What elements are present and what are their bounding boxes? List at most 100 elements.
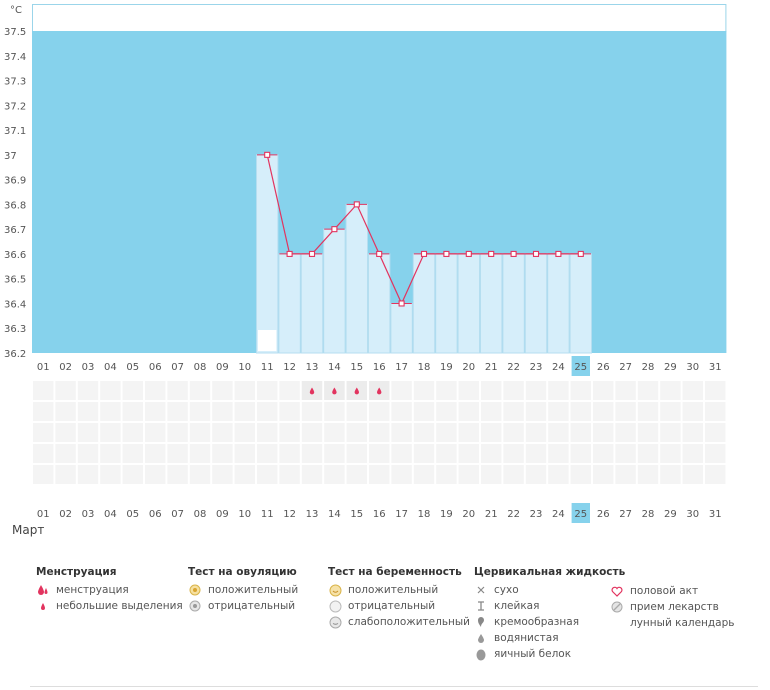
temperature-bar <box>502 253 525 354</box>
symptom-cell <box>705 423 726 442</box>
symptom-cell <box>33 465 54 484</box>
symptom-cell <box>257 423 278 442</box>
day-label: 01 <box>37 509 50 520</box>
day-label: 14 <box>328 509 341 520</box>
legend-item: прием лекарств <box>610 599 734 615</box>
temperature-point <box>577 250 584 257</box>
symptom-cell <box>212 444 233 463</box>
legend-label: менструация <box>56 584 129 596</box>
drop-large-icon <box>36 583 50 597</box>
symptom-cell <box>212 381 233 400</box>
temperature-point <box>443 250 450 257</box>
watery-icon <box>474 631 488 645</box>
symptom-cell <box>458 381 479 400</box>
bottom-divider <box>30 686 758 687</box>
symptom-cell <box>682 444 703 463</box>
symptom-cell <box>615 423 636 442</box>
temperature-bar <box>457 253 481 354</box>
temperature-point <box>286 250 293 257</box>
day-label: 03 <box>82 362 95 373</box>
legend-label: клейкая <box>494 600 540 612</box>
symptom-cell <box>413 381 435 400</box>
day-label: 13 <box>306 509 319 520</box>
day-label: 23 <box>530 509 543 520</box>
symptom-cell <box>100 402 121 421</box>
symptom-cell <box>55 381 76 400</box>
temperature-point <box>465 250 472 257</box>
legend-item: слабоположительный <box>328 614 470 630</box>
lunar-marker-box <box>258 330 277 351</box>
legend-ovulation-test: Тест на овуляцию положительный отрицател… <box>188 566 298 614</box>
symptom-cell <box>413 444 435 463</box>
symptom-cell <box>413 465 435 484</box>
symptom-cell <box>301 423 323 442</box>
legend-label: водянистая <box>494 632 559 644</box>
temperature-point <box>376 250 383 257</box>
legend-menstruation: Менструация менструация небольшие выделе… <box>36 566 183 614</box>
y-unit-label: °C <box>10 5 22 16</box>
symptom-cell <box>705 381 726 400</box>
symptom-cell <box>234 423 255 442</box>
symptom-cell <box>458 444 479 463</box>
symptom-cell <box>279 381 300 400</box>
temperature-bar <box>569 253 592 354</box>
symptom-cell <box>391 402 412 421</box>
symptom-cell <box>593 381 614 400</box>
day-label: 06 <box>149 509 162 520</box>
symptom-cell <box>145 465 166 484</box>
symptom-cell <box>481 402 502 421</box>
drop-small-icon <box>36 599 50 613</box>
temperature-point <box>532 250 540 257</box>
day-label: 23 <box>530 362 543 373</box>
day-label: 05 <box>126 509 139 520</box>
today-highlight <box>571 503 590 523</box>
symptom-cell <box>212 423 233 442</box>
legend-item: отрицательный <box>328 598 470 614</box>
drop-small-icon <box>332 387 337 395</box>
y-tick-label: 37.5 <box>4 27 26 38</box>
day-label: 01 <box>37 362 50 373</box>
symptom-cell <box>637 402 659 421</box>
symptom-cell <box>234 402 255 421</box>
symptom-cell <box>525 423 547 442</box>
symptom-cell <box>77 381 99 400</box>
symptom-cell <box>436 381 457 400</box>
symptom-cell <box>570 465 591 484</box>
temperature-chart: °C 37.5 37.4 37.3 37.2 37.1 37 36.9 36.8 36.7 36.6… <box>4 4 727 523</box>
symptom-cell <box>167 465 188 484</box>
symptom-cell <box>369 444 390 463</box>
day-label: 18 <box>418 509 431 520</box>
y-tick-label: 37 <box>4 151 17 162</box>
temperature-bar <box>480 253 503 354</box>
symptom-cell <box>33 423 54 442</box>
y-tick-label: 37.2 <box>4 101 26 112</box>
legend-label: небольшие выделения <box>56 600 183 612</box>
day-label: 02 <box>59 509 72 520</box>
temperature-point <box>420 250 428 257</box>
symptom-cell <box>257 402 278 421</box>
symptom-cell <box>705 465 726 484</box>
y-tick-label: 36.4 <box>4 299 26 310</box>
symptom-cell <box>301 444 323 463</box>
symptom-cell <box>279 444 300 463</box>
day-label: 29 <box>664 362 677 373</box>
pregnancy-positive-icon <box>328 583 342 597</box>
symptom-cell <box>33 381 54 400</box>
day-label: 16 <box>373 509 386 520</box>
day-label: 06 <box>149 362 162 373</box>
day-label: 26 <box>597 362 610 373</box>
symptom-cell <box>55 465 76 484</box>
day-label: 30 <box>686 509 699 520</box>
ovulation-negative-icon <box>188 599 202 613</box>
symptom-cell <box>615 465 636 484</box>
legend-label: положительный <box>208 584 299 596</box>
symptom-cell <box>167 402 188 421</box>
symptom-cell <box>525 444 547 463</box>
symptom-cell <box>570 402 591 421</box>
symptom-cell <box>660 423 681 442</box>
symptom-cell <box>615 402 636 421</box>
symptom-cell <box>189 423 211 442</box>
drop-small-icon <box>354 387 359 395</box>
day-label: 29 <box>664 509 677 520</box>
symptom-cell <box>481 465 502 484</box>
